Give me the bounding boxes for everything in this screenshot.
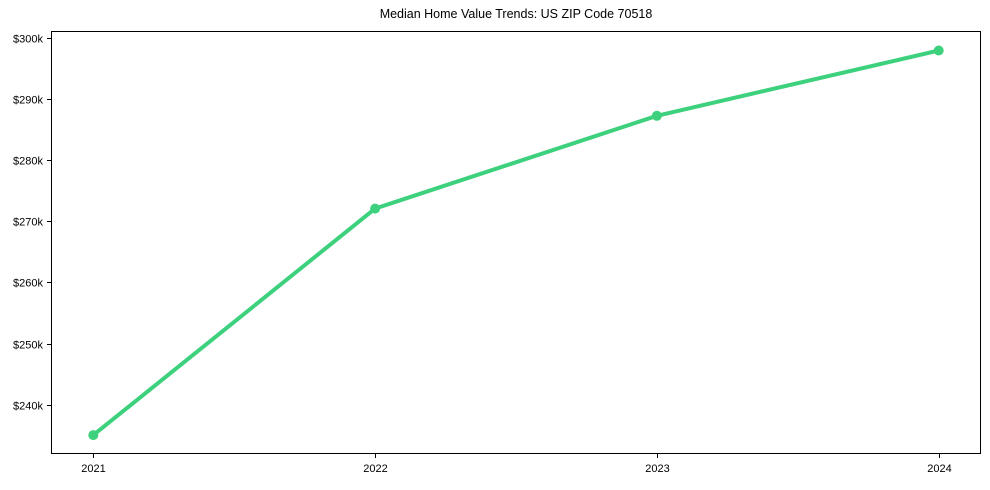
y-tick-label: $300k: [13, 34, 43, 46]
plot-border: [51, 31, 981, 454]
y-tick-label: $270k: [13, 217, 43, 229]
data-point-marker: [370, 203, 381, 214]
y-tick-label: $240k: [13, 401, 43, 413]
y-tick-label: $280k: [13, 156, 43, 168]
data-point-marker: [933, 45, 944, 56]
x-tick-label: 2023: [645, 463, 669, 475]
x-tick-label: 2021: [81, 463, 105, 475]
y-tick-label: $260k: [13, 278, 43, 290]
chart-title: Median Home Value Trends: US ZIP Code 70…: [379, 7, 653, 21]
x-tick-label: 2024: [927, 463, 951, 475]
x-tick-label: 2022: [363, 463, 387, 475]
y-tick-label: $250k: [13, 340, 43, 352]
y-tick-label: $290k: [13, 95, 43, 107]
data-point-marker: [651, 110, 662, 121]
data-point-marker: [88, 430, 99, 441]
series-line: [91, 48, 941, 438]
